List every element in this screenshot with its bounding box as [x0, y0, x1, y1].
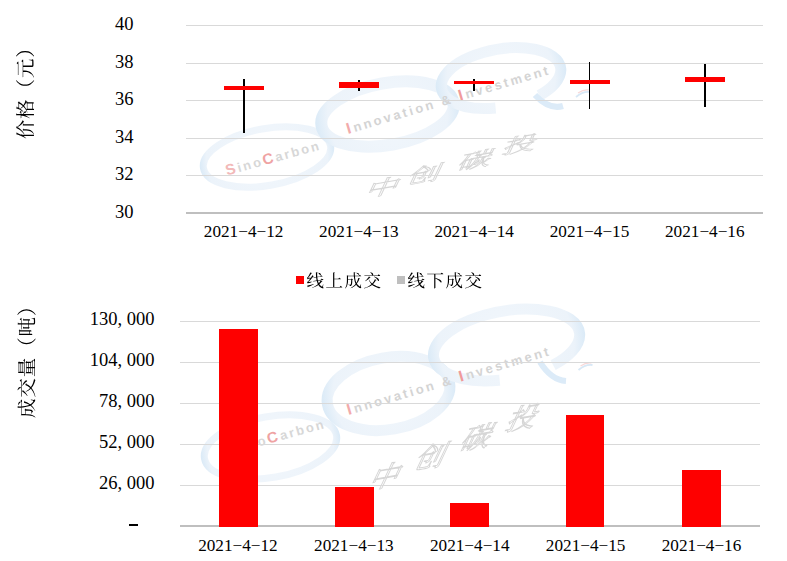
svg-text:Innovation & Investment: Innovation & Investment: [345, 341, 553, 418]
